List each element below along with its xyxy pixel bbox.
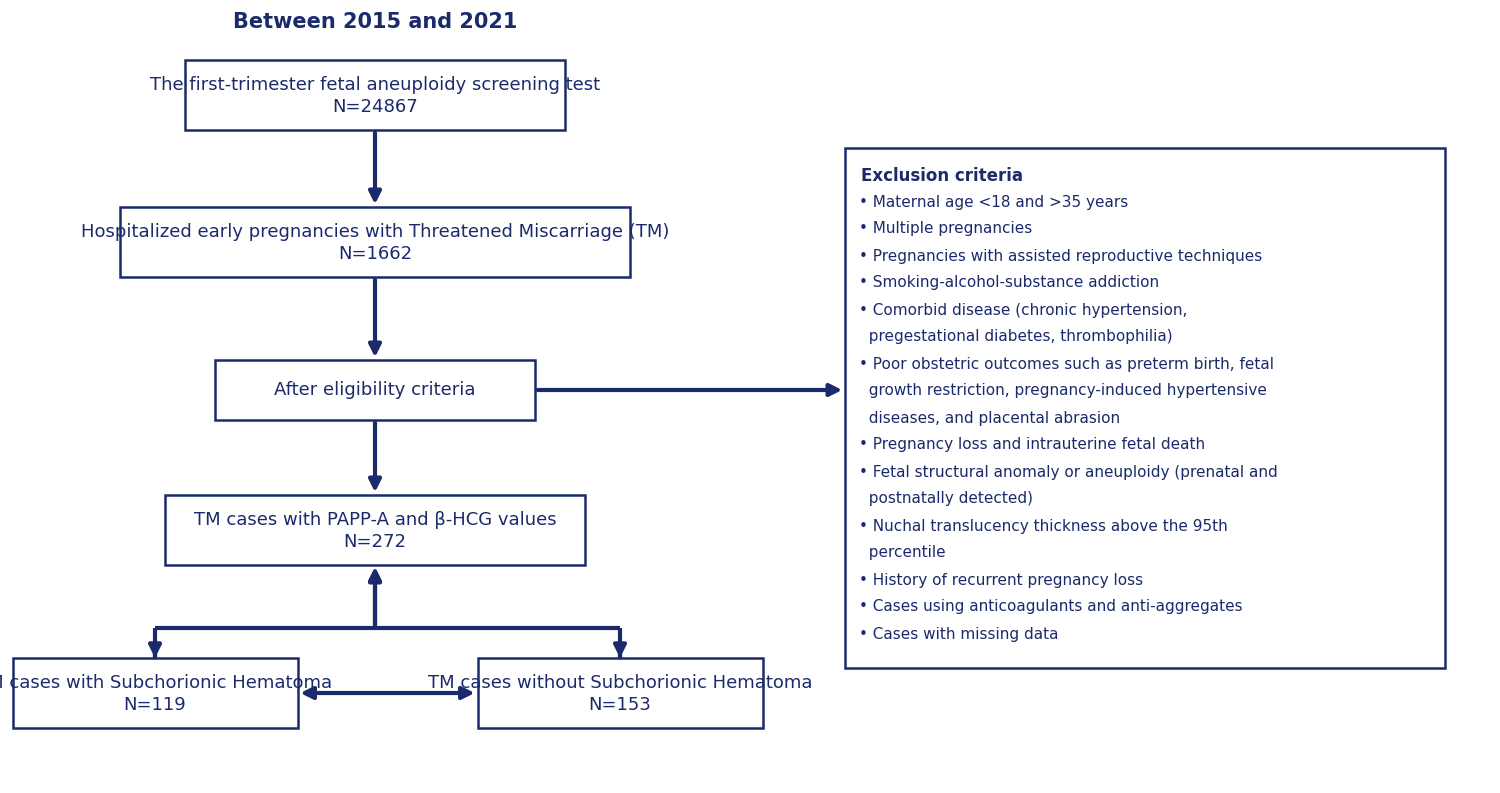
Text: • History of recurrent pregnancy loss: • History of recurrent pregnancy loss (859, 573, 1143, 588)
Bar (120, 207, 630, 277)
Text: N=24867: N=24867 (332, 98, 419, 116)
Text: TM cases without Subchorionic Hematoma: TM cases without Subchorionic Hematoma (427, 674, 813, 692)
Bar (477, 658, 762, 728)
Text: • Multiple pregnancies: • Multiple pregnancies (859, 221, 1032, 236)
Text: • Pregnancies with assisted reproductive techniques: • Pregnancies with assisted reproductive… (859, 248, 1263, 263)
Text: N=1662: N=1662 (338, 245, 412, 263)
Text: N=119: N=119 (123, 696, 186, 714)
Text: • Nuchal translucency thickness above the 95th: • Nuchal translucency thickness above th… (859, 519, 1227, 534)
Text: Between 2015 and 2021: Between 2015 and 2021 (232, 12, 518, 32)
Text: N=153: N=153 (588, 696, 651, 714)
Text: TM cases with PAPP-A and β-HCG values: TM cases with PAPP-A and β-HCG values (194, 511, 556, 529)
Text: After eligibility criteria: After eligibility criteria (274, 381, 476, 399)
Text: Exclusion criteria: Exclusion criteria (861, 167, 1023, 185)
Text: • Fetal structural anomaly or aneuploidy (prenatal and: • Fetal structural anomaly or aneuploidy… (859, 465, 1278, 480)
Text: N=272: N=272 (344, 533, 406, 551)
Text: • Comorbid disease (chronic hypertension,: • Comorbid disease (chronic hypertension… (859, 302, 1188, 317)
Text: Hospitalized early pregnancies with Threatened Miscarriage (TM): Hospitalized early pregnancies with Thre… (81, 223, 669, 241)
Text: • Cases using anticoagulants and anti-aggregates: • Cases using anticoagulants and anti-ag… (859, 600, 1242, 615)
Text: diseases, and placental abrasion: diseases, and placental abrasion (859, 411, 1120, 426)
Text: • Maternal age <18 and >35 years: • Maternal age <18 and >35 years (859, 194, 1128, 209)
Bar (165, 495, 585, 565)
Text: percentile: percentile (859, 546, 945, 561)
Text: • Pregnancy loss and intrauterine fetal death: • Pregnancy loss and intrauterine fetal … (859, 438, 1204, 453)
Bar (214, 360, 536, 420)
Text: postnatally detected): postnatally detected) (859, 492, 1034, 507)
Text: TM cases with Subchorionic Hematoma: TM cases with Subchorionic Hematoma (0, 674, 333, 692)
Text: • Smoking-alcohol-substance addiction: • Smoking-alcohol-substance addiction (859, 275, 1160, 290)
Bar (12, 658, 297, 728)
Bar (184, 60, 566, 130)
Text: growth restriction, pregnancy-induced hypertensive: growth restriction, pregnancy-induced hy… (859, 384, 1268, 399)
Text: pregestational diabetes, thrombophilia): pregestational diabetes, thrombophilia) (859, 330, 1173, 344)
Text: The first-trimester fetal aneuploidy screening test: The first-trimester fetal aneuploidy scr… (150, 76, 600, 94)
Text: • Cases with missing data: • Cases with missing data (859, 626, 1059, 642)
Text: • Poor obstetric outcomes such as preterm birth, fetal: • Poor obstetric outcomes such as preter… (859, 357, 1274, 371)
Bar (844, 148, 1444, 668)
